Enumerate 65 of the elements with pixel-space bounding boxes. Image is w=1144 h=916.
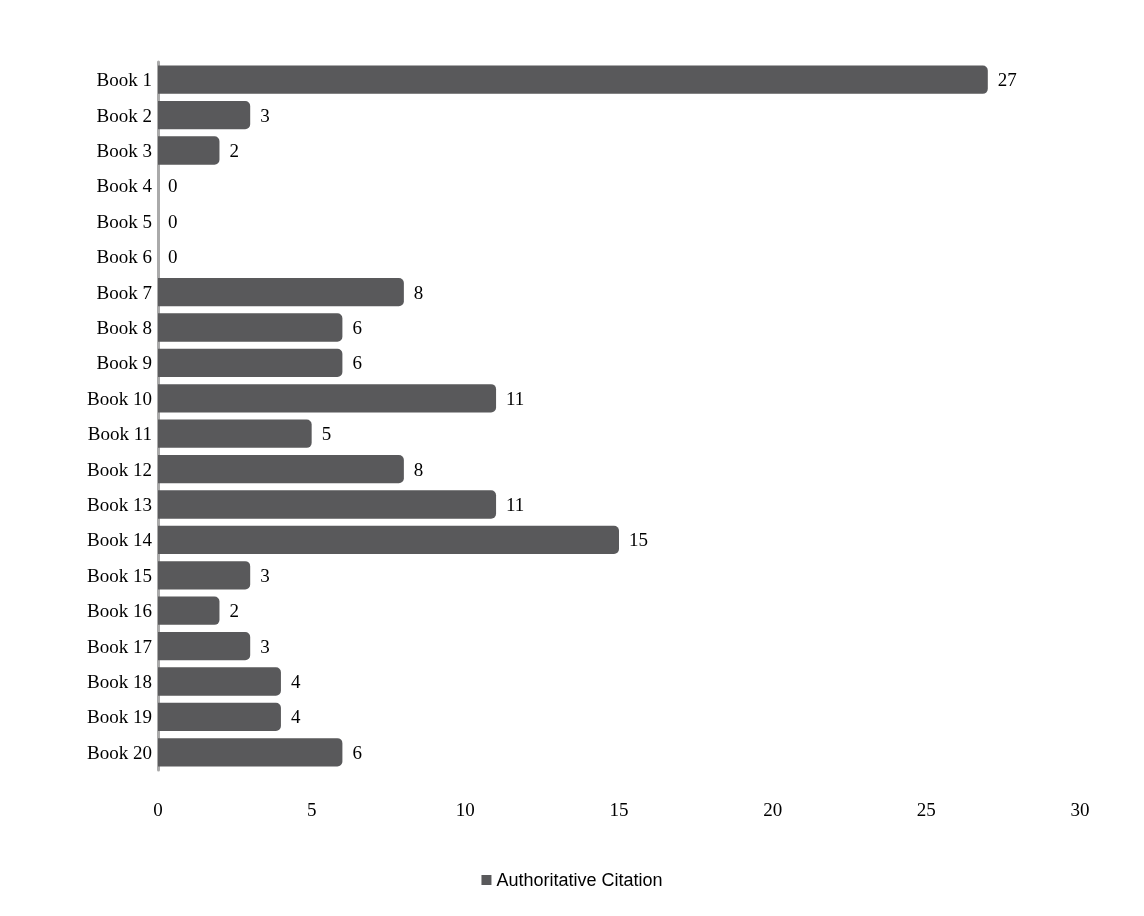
- data-label: 3: [260, 104, 270, 126]
- y-tick-label: Book 9: [96, 352, 152, 374]
- x-tick-label: 25: [916, 799, 936, 820]
- bar: [158, 702, 281, 732]
- x-tick-label: 15: [609, 799, 629, 820]
- y-tick-label: Book 16: [87, 600, 152, 622]
- bar: [158, 348, 343, 378]
- bar: [158, 100, 251, 130]
- data-label: 2: [229, 600, 239, 622]
- bar: [158, 384, 497, 413]
- y-tick-label: Book 14: [87, 529, 153, 551]
- y-tick-label: Book 10: [87, 387, 152, 409]
- y-tick-label: Book 6: [96, 246, 152, 268]
- bar: [158, 136, 220, 165]
- bar: [158, 277, 404, 307]
- data-label: 3: [260, 635, 270, 657]
- data-label: 4: [290, 706, 301, 728]
- y-tick-label: Book 2: [96, 104, 152, 126]
- data-label: 11: [506, 387, 525, 409]
- bar: [158, 631, 251, 661]
- x-tick-label: 5: [306, 799, 317, 820]
- data-label: 2: [229, 140, 239, 161]
- bar: [158, 667, 281, 696]
- y-tick-label: Book 20: [87, 741, 152, 763]
- data-label: 3: [260, 564, 270, 586]
- bar: [158, 65, 988, 94]
- data-label: 6: [352, 317, 362, 338]
- y-tick-label: Book 4: [96, 175, 153, 197]
- data-label: 8: [413, 458, 424, 480]
- bar: [158, 525, 619, 555]
- data-label: 6: [352, 352, 362, 374]
- bar: [158, 454, 404, 484]
- x-tick-label: 20: [763, 799, 783, 820]
- y-tick-label: Book 18: [87, 671, 152, 692]
- y-tick-label: Book 13: [87, 494, 152, 515]
- y-tick-label: Book 12: [87, 458, 152, 480]
- y-tick-label: Book 19: [87, 706, 152, 728]
- data-label: 0: [168, 246, 178, 268]
- data-label: 11: [506, 494, 525, 515]
- y-tick-label: Book 11: [87, 423, 152, 445]
- y-tick-label: Book 1: [96, 69, 152, 91]
- bar: [158, 561, 251, 590]
- data-label: 27: [997, 69, 1017, 91]
- data-label: 0: [168, 175, 178, 197]
- bar: [158, 596, 220, 625]
- y-tick-label: Book 8: [96, 317, 152, 338]
- y-tick-label: Book 3: [96, 140, 152, 161]
- x-tick-label: 30: [1070, 799, 1090, 820]
- y-tick-label: Book 5: [96, 210, 152, 232]
- data-label: 4: [290, 671, 301, 692]
- bar: [158, 313, 343, 342]
- data-label: 5: [321, 423, 332, 445]
- bar: [158, 419, 312, 448]
- bar: [158, 490, 497, 519]
- x-tick-label: 10: [455, 799, 475, 820]
- data-label: 6: [352, 741, 362, 763]
- y-tick-label: Book 15: [87, 564, 152, 586]
- legend-label: Authoritative Citation: [496, 870, 663, 890]
- data-label: 15: [629, 529, 648, 551]
- data-label: 8: [413, 281, 424, 303]
- y-tick-label: Book 7: [96, 281, 152, 303]
- x-tick-label: 0: [153, 799, 163, 820]
- bar: [158, 738, 343, 767]
- y-tick-label: Book 17: [87, 635, 152, 657]
- data-label: 0: [168, 210, 178, 232]
